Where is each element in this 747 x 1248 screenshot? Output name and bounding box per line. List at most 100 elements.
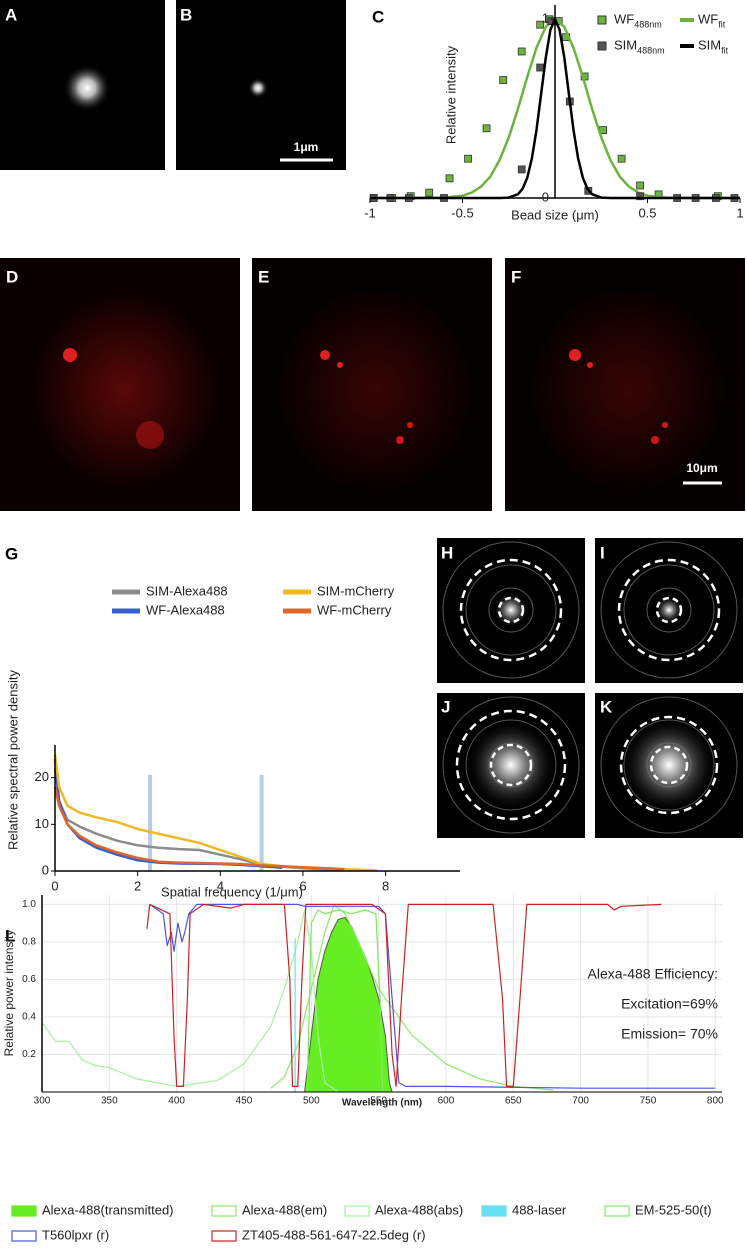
y-tick-label: 0.4: [22, 1012, 36, 1023]
annotation: Emission= 70%: [621, 1026, 718, 1042]
panel-label: K: [600, 697, 613, 716]
data-point: [636, 181, 644, 190]
legend-label: Alexa-488(transmitted): [42, 1202, 174, 1217]
annotation: Excitation=69%: [621, 996, 718, 1012]
line: [146, 903, 662, 1087]
marker-line: [148, 775, 153, 871]
data-point: [536, 20, 545, 29]
x-axis-label: Bead size (μm): [511, 207, 599, 222]
data-point: [499, 76, 508, 84]
data-point: [445, 174, 454, 183]
y-tick-label: 0.2: [22, 1049, 36, 1060]
panel-label: J: [441, 697, 450, 716]
legend-label-sub: fit: [718, 19, 726, 29]
panel-label: B: [180, 5, 192, 24]
x-tick-label: -0.5: [451, 205, 473, 220]
legend-label-sub: fit: [721, 45, 729, 55]
legend-label: Alexa-488(abs): [375, 1202, 463, 1217]
marker-line: [259, 775, 264, 871]
legend-label: WF-Alexa488: [146, 602, 225, 617]
legend-swatch: [11, 1230, 37, 1242]
bead-spot: [63, 64, 111, 112]
legend-label: WF-mCherry: [317, 602, 392, 617]
x-tick-label: 6: [299, 878, 306, 893]
x-tick-label: 8: [382, 878, 389, 893]
y-tick-label: 20: [35, 769, 49, 784]
x-axis-label: Wavelength (nm): [342, 1098, 422, 1109]
panel-label: G: [5, 544, 18, 563]
y-tick-label: 1: [542, 11, 549, 26]
line: [41, 909, 339, 1093]
x-tick-label: 700: [572, 1096, 589, 1107]
legend-swatch: [211, 1230, 237, 1242]
image-f: [505, 258, 745, 511]
x-tick-label: 450: [236, 1096, 253, 1107]
y-tick-label: 10: [35, 816, 49, 831]
panel-label: A: [5, 5, 17, 24]
y-axis-label: Relative power intensity: [2, 930, 16, 1057]
line: [149, 903, 716, 1089]
panel-label: L: [5, 926, 15, 945]
x-tick-label: 0: [51, 878, 58, 893]
bead-spot: [248, 78, 268, 98]
x-tick-label: 2: [134, 878, 141, 893]
data-point: [425, 188, 434, 197]
y-tick-label: 0.6: [22, 974, 36, 985]
x-tick-label: 500: [303, 1096, 320, 1107]
x-tick-label: 750: [640, 1096, 657, 1107]
legend-swatch: [597, 15, 607, 25]
y-tick-label: 1.0: [22, 899, 36, 910]
panel-label: D: [6, 267, 18, 286]
scale-bar-label: 10μm: [686, 461, 717, 475]
scale-bar-label: 1μm: [294, 140, 319, 154]
panel-label: F: [511, 267, 521, 286]
legend-label-sub: 488nm: [634, 19, 662, 29]
fft-images: [437, 538, 743, 838]
legend-label-sub: 488nm: [637, 45, 665, 55]
y-tick-label: 0: [542, 189, 549, 204]
y-tick-label: 0: [42, 862, 49, 877]
line: [53, 758, 283, 869]
legend-label: SIM-mCherry: [317, 583, 395, 598]
x-tick-label: 550: [370, 1096, 387, 1107]
y-tick-label: 0.8: [22, 937, 36, 948]
data-point: [517, 47, 526, 56]
data-point: [482, 124, 491, 133]
y-axis-label: Relative spectral power density: [5, 670, 20, 850]
legend-label: Alexa-488(em): [242, 1202, 327, 1217]
x-tick-label: 0.5: [638, 205, 656, 220]
image-d: [0, 258, 240, 511]
legend-label: SIM: [698, 37, 721, 52]
legend-label: WF: [698, 11, 718, 26]
x-tick-label: 1: [736, 205, 743, 220]
data-point: [517, 165, 526, 174]
image-e: [252, 258, 492, 511]
annotation: Alexa-488 Efficiency:: [588, 966, 718, 982]
panel-label: E: [258, 267, 269, 286]
panel-label: H: [441, 543, 453, 562]
x-tick-label: -1: [364, 205, 376, 220]
legend-label: SIM: [614, 37, 637, 52]
data-point: [464, 154, 472, 163]
panel-label: C: [372, 7, 384, 26]
data-point: [536, 63, 545, 72]
legend-label: ZT405-488-561-647-22.5deg (r): [242, 1227, 426, 1242]
data-point: [636, 192, 644, 201]
x-tick-label: 800: [707, 1096, 724, 1107]
legend-label: T560lpxr (r): [42, 1227, 109, 1242]
x-tick-label: 300: [34, 1096, 51, 1107]
data-point: [617, 154, 626, 163]
x-tick-label: 350: [101, 1096, 118, 1107]
x-tick-label: 4: [217, 878, 224, 893]
x-tick-label: 650: [505, 1096, 522, 1107]
y-axis-label: Relative intensity: [443, 45, 458, 144]
line: [53, 768, 345, 872]
legend-swatch: [344, 1205, 370, 1217]
legend-label: EM-525-50(t): [635, 1202, 712, 1217]
line: [53, 786, 345, 871]
x-tick-label: 600: [438, 1096, 455, 1107]
x-tick-label: 400: [168, 1096, 185, 1107]
line: [306, 909, 384, 1093]
legend-swatch: [481, 1205, 507, 1217]
